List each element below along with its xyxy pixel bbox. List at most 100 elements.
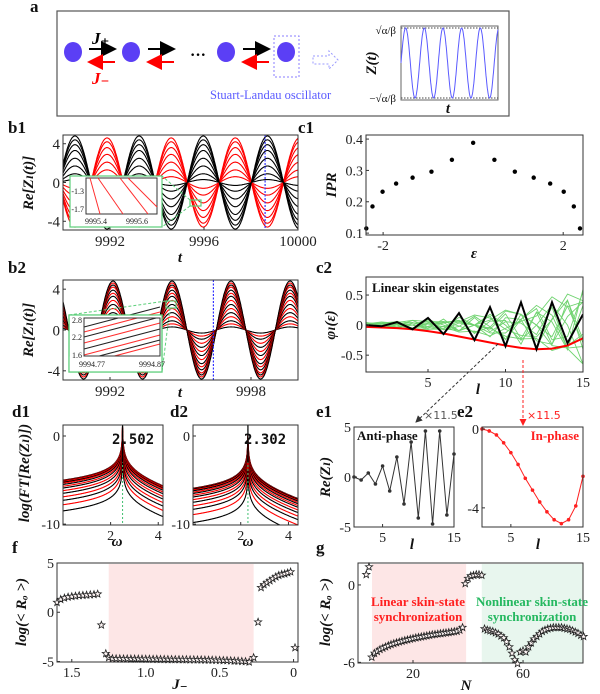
panel-label-b1: b1: [8, 118, 26, 137]
ipr-point: [512, 169, 518, 174]
panel-label-d1: d1: [12, 402, 30, 421]
mode-profile-point: [430, 522, 435, 526]
mode-profile-point: [409, 440, 413, 444]
panel-label-d2: d2: [170, 402, 188, 421]
inset-x-tick-label: 9994.87: [139, 360, 165, 369]
panel-label-a: a: [30, 0, 39, 16]
amplitude-bottom-label: −√α/β: [369, 93, 396, 105]
order-parameter-point: [499, 632, 509, 642]
y-tick-label: -10: [41, 518, 60, 533]
order-parameter-point: [501, 636, 512, 646]
oscillator-node: [217, 42, 235, 62]
ipr-point: [470, 140, 476, 146]
y-tick-label: 0.4: [346, 133, 364, 148]
inset-trace: [83, 322, 161, 344]
order-parameter-point: [460, 578, 471, 588]
oscillator-node: [277, 42, 295, 62]
g-linear-annotation-line2: synchronization: [374, 609, 463, 624]
y-tick-label: 0: [183, 430, 190, 445]
y-tick-label: 0: [348, 579, 355, 594]
zoom-region-box: [165, 300, 177, 309]
mode-profile-point: [366, 471, 371, 475]
mode-profile-point: [373, 482, 378, 486]
oscillator-node: [122, 42, 140, 62]
c2-title: Linear skin eigenstates: [372, 280, 499, 295]
c1-background: [366, 135, 583, 235]
shaded-region: [481, 564, 583, 663]
mode-profile-point: [537, 500, 542, 504]
ipr-point: [547, 181, 553, 186]
order-parameter-point: [361, 569, 371, 579]
y-tick-label: 0: [344, 471, 351, 486]
g-linear-annotation-line1: Linear skin-state: [371, 594, 465, 609]
anti-phase-connector: [415, 343, 499, 423]
inset-trace: [97, 177, 124, 215]
y-tick-label: -5: [339, 521, 351, 536]
spectrum-trace: [63, 430, 163, 491]
order-parameter-point: [510, 654, 520, 664]
zoom-connector: [161, 175, 191, 201]
order-parameter-point: [477, 570, 487, 580]
mode-profile-point: [545, 510, 549, 514]
inset-y-tick-label: -1.3: [71, 187, 84, 196]
e2-axes-frame: [481, 426, 584, 528]
ipr-point: [449, 157, 455, 162]
zoom-connector: [161, 307, 171, 373]
x-tick-label: 1.5: [63, 666, 81, 681]
x-tick-label: 0: [290, 666, 297, 681]
x-tick-label: 4: [285, 529, 292, 544]
x-tick-label: 2: [107, 529, 114, 544]
e1-title: Anti-phase: [357, 428, 418, 443]
schematic-panel: J₊ J₋ ··· Stuart-Landau oscillator √α/β …: [56, 10, 510, 117]
ipr-point: [531, 175, 536, 180]
order-parameter-point: [364, 561, 374, 571]
d2-axes-frame: [192, 424, 299, 526]
x-tick-label: 60: [516, 667, 530, 682]
eigenstate-trace: [366, 296, 583, 337]
panel-label-c1: c1: [298, 118, 314, 137]
spectrum-trace: [193, 452, 298, 517]
inset-frame: [68, 314, 163, 373]
spectrum-trace: [63, 456, 163, 518]
y-tick-label: 0: [356, 319, 363, 334]
site-trace: [63, 147, 298, 218]
eigenstate-trace: [366, 293, 583, 338]
order-parameter-point: [457, 622, 468, 632]
y-tick-label: 0.1: [346, 227, 364, 242]
t-axis-label: t: [446, 101, 451, 117]
g-axes-frame: [357, 562, 584, 664]
x-tick-label: 0.5: [211, 666, 229, 681]
x-tick-label: 10000: [279, 234, 317, 250]
oscillator-node: [64, 42, 82, 62]
ipr-point: [410, 175, 415, 180]
zoom-connector: [68, 300, 167, 316]
f-chart: 1.5 1.0 0.5 0 5 0 -5: [42, 557, 300, 681]
y-tick-label: 0: [47, 606, 54, 621]
ipr-point: [393, 181, 399, 186]
mode-profile-point: [416, 516, 421, 520]
mode-profile-point: [559, 521, 564, 526]
c2-plot-area: [366, 289, 583, 365]
mode-profile-point: [445, 513, 449, 517]
x-tick-label: 5: [379, 531, 386, 546]
inset-x-tick-label: 9995.4: [85, 217, 107, 226]
y-tick-label: 5: [47, 557, 54, 572]
order-parameter-point: [521, 647, 531, 657]
inset-trace: [83, 328, 161, 350]
mode-profile-point: [530, 488, 535, 492]
b2-y-label: Re[Zₗ(t)]: [21, 303, 37, 358]
panel-label-c2: c2: [316, 258, 332, 277]
spectrum-trace: [193, 443, 298, 508]
oscillator-label: Stuart-Landau oscillator: [210, 88, 332, 102]
d1-axes-frame: [62, 424, 164, 526]
order-parameter-point: [248, 652, 259, 662]
site-trace: [63, 161, 298, 204]
e1-chart: 5 15 5 0 -5: [339, 421, 461, 546]
z-axis-label: Z(t): [364, 51, 380, 75]
panel-label-b2: b2: [8, 258, 26, 277]
inset-label-band: [69, 315, 162, 318]
y-tick-label: -4: [48, 364, 61, 380]
b1-x-label: t: [178, 250, 183, 266]
y-tick-label: 0: [53, 176, 61, 192]
